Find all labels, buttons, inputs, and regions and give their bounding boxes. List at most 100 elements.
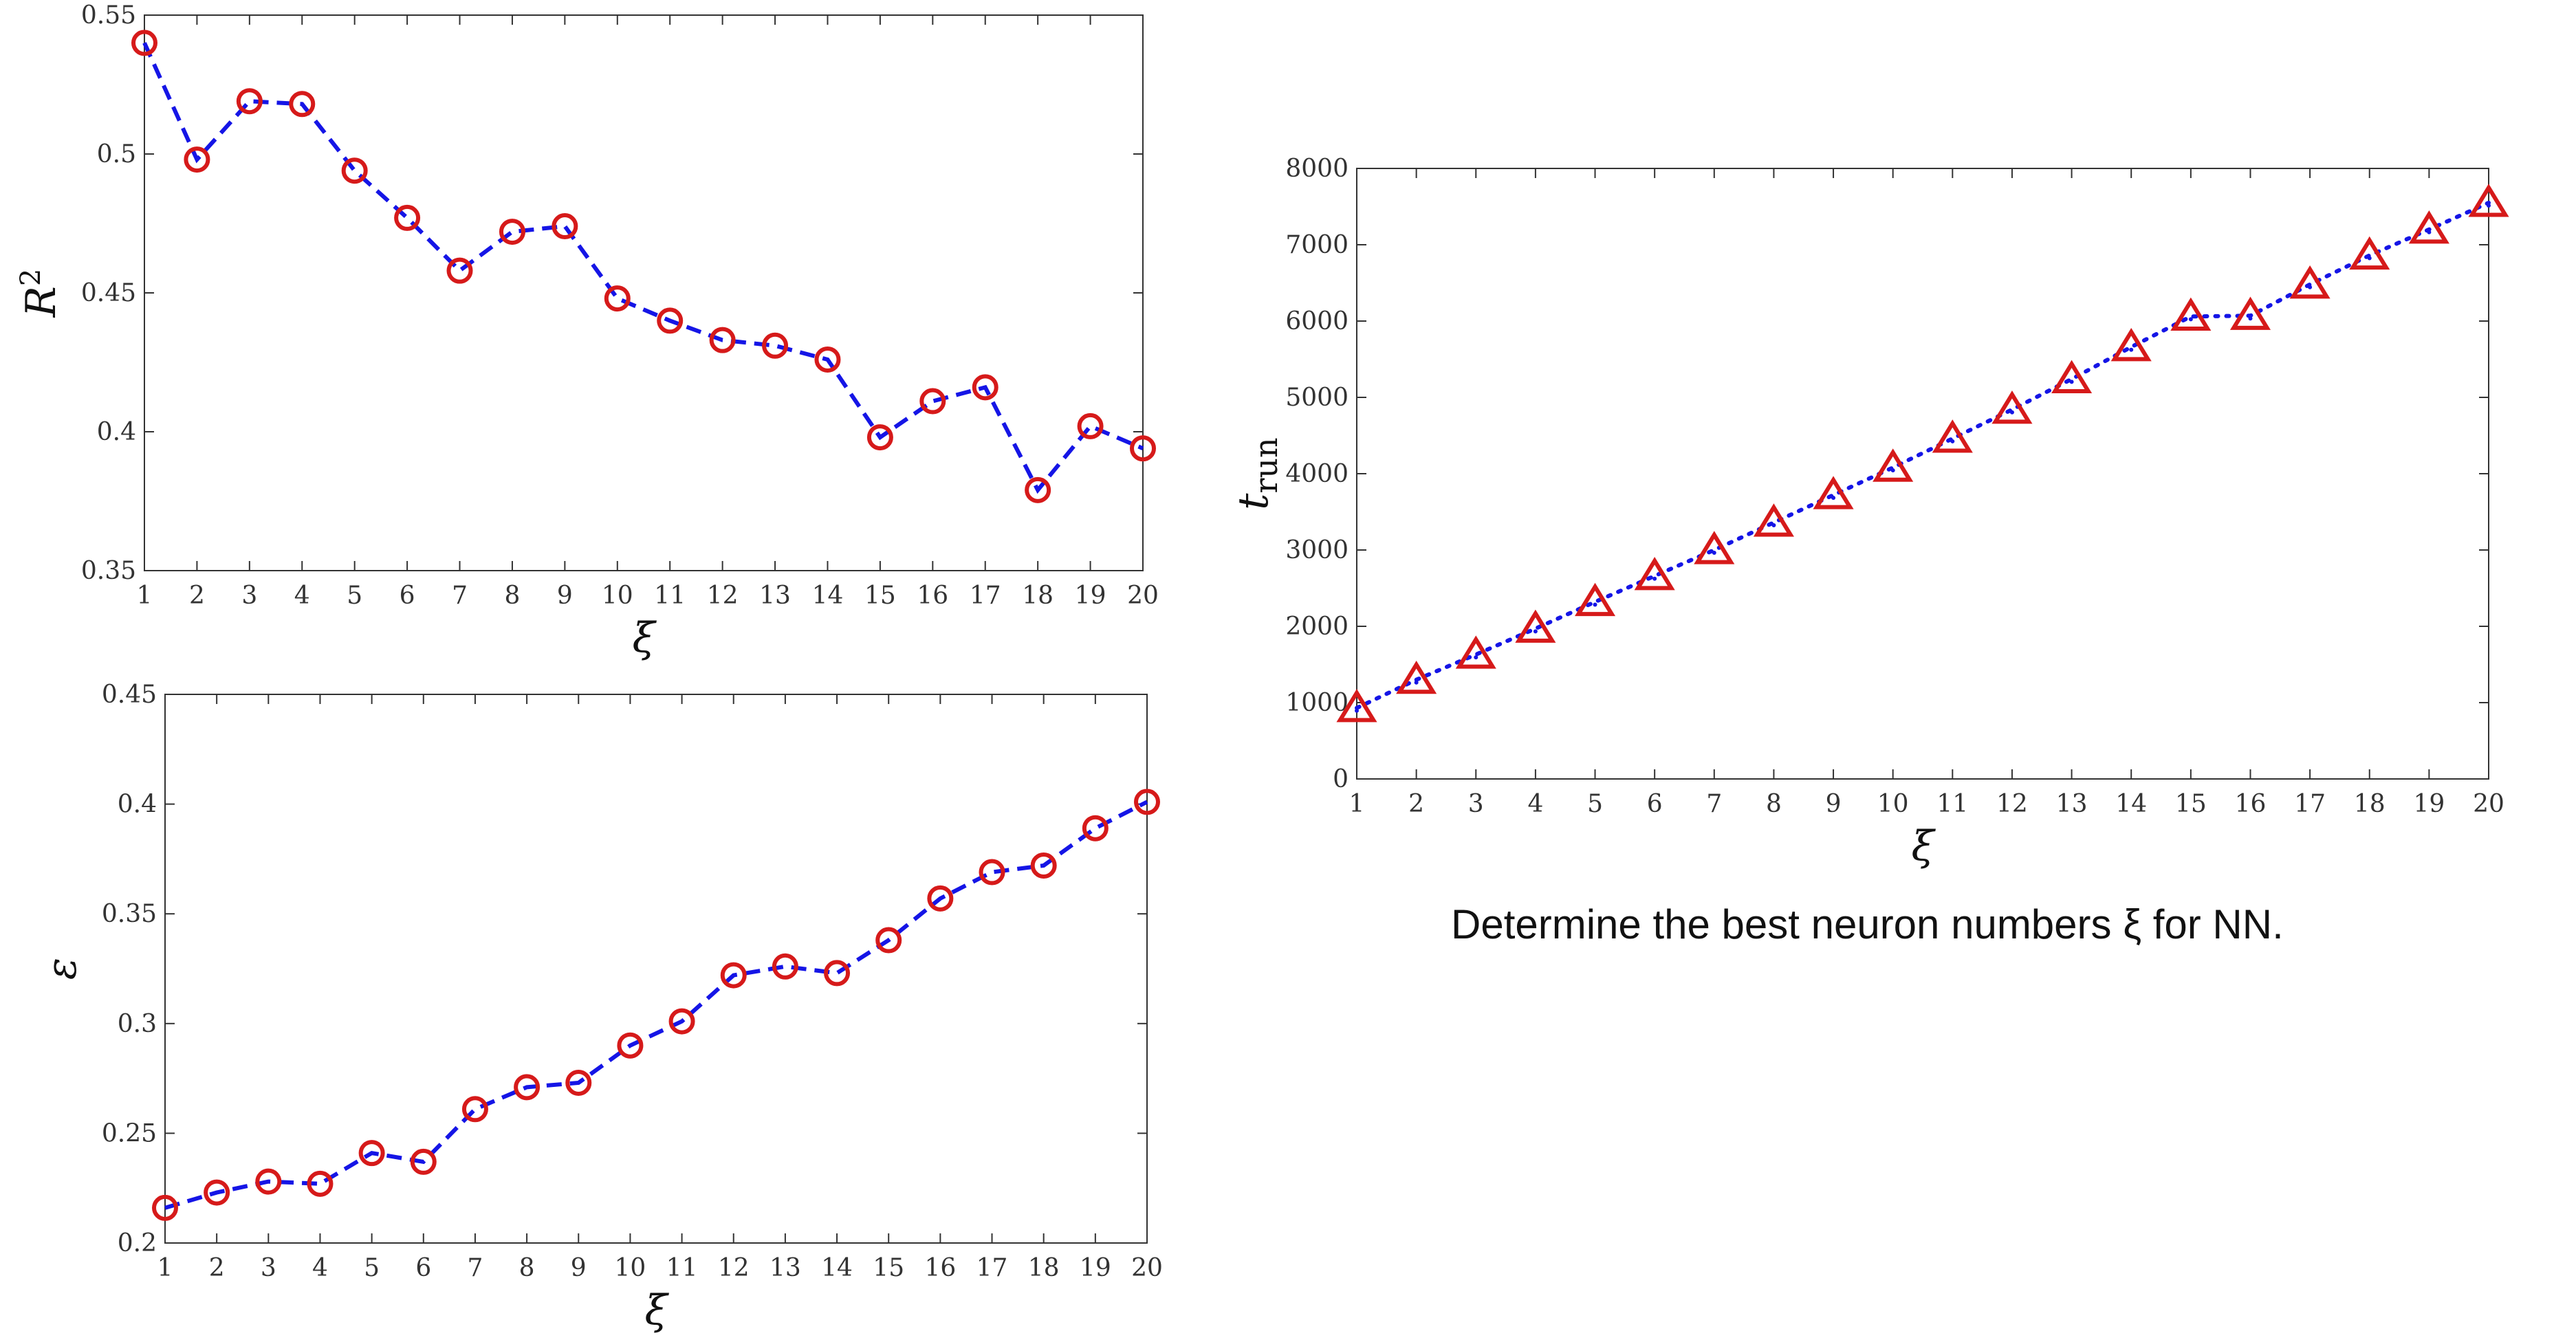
data-point bbox=[1932, 419, 1973, 453]
x-axis-label: ξ bbox=[632, 614, 657, 662]
x-tick-label: 9 bbox=[571, 1254, 587, 1282]
y-tick-label: 0.2 bbox=[118, 1229, 157, 1257]
data-point bbox=[762, 332, 789, 359]
data-point bbox=[204, 1179, 230, 1206]
data-point bbox=[617, 1032, 644, 1059]
data-point bbox=[668, 1008, 695, 1035]
data-point bbox=[2170, 297, 2212, 331]
plot-frame bbox=[164, 694, 1148, 1244]
x-tick-label: 20 bbox=[2473, 790, 2504, 818]
x-tick-label: 17 bbox=[970, 582, 1001, 610]
x-tick-label: 6 bbox=[1647, 790, 1663, 818]
data-point bbox=[2229, 296, 2271, 330]
series-line bbox=[142, 42, 1144, 494]
data-point-center bbox=[1355, 708, 1359, 713]
x-tick-label: 15 bbox=[864, 582, 896, 610]
y-tick-label: 0 bbox=[1333, 765, 1349, 793]
data-point bbox=[514, 1074, 541, 1101]
data-point bbox=[255, 1168, 282, 1195]
x-tick-label: 14 bbox=[2115, 790, 2147, 818]
x-tick-label: 15 bbox=[873, 1254, 904, 1282]
x-axis-label: ξ bbox=[644, 1286, 669, 1334]
data-point bbox=[657, 307, 684, 334]
data-point bbox=[446, 257, 473, 284]
data-point-center bbox=[2427, 230, 2432, 234]
x-tick-label: 14 bbox=[821, 1254, 853, 1282]
y-tick-label: 0.35 bbox=[81, 557, 136, 585]
data-point bbox=[410, 1148, 437, 1175]
data-point bbox=[866, 424, 893, 451]
x-tick-label: 2 bbox=[189, 582, 205, 610]
data-point bbox=[709, 327, 736, 353]
x-tick-label: 20 bbox=[1131, 1254, 1163, 1282]
data-point-center bbox=[2248, 316, 2253, 321]
data-point bbox=[1025, 476, 1051, 503]
r2-chart: 1 2 3 4 5 6 7 8 9 10 11 12 13 14 15 16 17 18 19 200.350.40.… bbox=[15, 1, 1159, 662]
y-tick-label: 2000 bbox=[1285, 613, 1349, 641]
y-tick-label: 7000 bbox=[1285, 231, 1349, 259]
x-tick-label: 5 bbox=[1587, 790, 1603, 818]
x-tick-label: 5 bbox=[364, 1254, 380, 1282]
data-point bbox=[979, 859, 1005, 886]
data-point bbox=[1396, 660, 1437, 694]
data-point bbox=[927, 885, 954, 912]
data-point-center bbox=[1771, 523, 1776, 528]
data-point bbox=[1455, 635, 1496, 669]
x-tick-label: 7 bbox=[1706, 790, 1722, 818]
x-tick-label: 13 bbox=[769, 1254, 801, 1282]
data-point-center bbox=[2069, 380, 2074, 384]
data-point bbox=[1130, 435, 1156, 462]
data-point bbox=[1873, 448, 1914, 482]
data-point bbox=[772, 953, 798, 980]
x-tick-label: 5 bbox=[347, 582, 362, 610]
data-point-center bbox=[2367, 256, 2372, 261]
y-tick-label: 0.45 bbox=[81, 279, 136, 307]
x-tick-label: 13 bbox=[2056, 790, 2088, 818]
data-point-center bbox=[1533, 629, 1538, 634]
x-tick-label: 4 bbox=[312, 1254, 328, 1282]
y-tick-label: 3000 bbox=[1285, 536, 1349, 564]
data-point bbox=[720, 962, 747, 989]
data-point bbox=[565, 1069, 592, 1096]
x-tick-label: 19 bbox=[2413, 790, 2445, 818]
x-tick-label: 8 bbox=[504, 582, 520, 610]
x-tick-label: 13 bbox=[759, 582, 791, 610]
y-tick-label: 0.5 bbox=[97, 140, 136, 168]
x-tick-label: 3 bbox=[1468, 790, 1484, 818]
data-point bbox=[1077, 412, 1104, 439]
x-tick-label: 17 bbox=[2294, 790, 2326, 818]
x-tick-label: 2 bbox=[209, 1254, 225, 1282]
data-point bbox=[131, 30, 157, 56]
x-tick-label: 14 bbox=[812, 582, 844, 610]
y-tick-label: 5000 bbox=[1285, 384, 1349, 412]
x-tick-label: 10 bbox=[1877, 790, 1909, 818]
data-point bbox=[2051, 360, 2093, 393]
data-point-center bbox=[1831, 496, 1836, 500]
data-point bbox=[358, 1140, 385, 1167]
data-point bbox=[1634, 556, 1675, 591]
data-point bbox=[1813, 476, 1854, 509]
data-point-center bbox=[2308, 285, 2313, 289]
y-tick-label: 4000 bbox=[1285, 460, 1349, 488]
plot-frame bbox=[1356, 168, 2489, 780]
x-tick-label: 7 bbox=[467, 1254, 483, 1282]
data-point bbox=[2468, 184, 2509, 217]
data-point-center bbox=[2009, 410, 2014, 415]
data-point-center bbox=[2487, 203, 2491, 208]
data-point-center bbox=[1414, 680, 1419, 685]
data-point bbox=[814, 346, 841, 373]
x-tick-label: 12 bbox=[718, 1254, 750, 1282]
epsilon-chart: 1 2 3 4 5 6 7 8 9 10 11 12 13 14 15 16 17 18 19 200.20.250.… bbox=[38, 681, 1163, 1334]
x-tick-label: 12 bbox=[1996, 790, 2028, 818]
x-tick-label: 19 bbox=[1075, 582, 1106, 610]
y-tick-label: 0.35 bbox=[102, 900, 157, 928]
y-tick-label: 0.45 bbox=[102, 681, 157, 709]
data-point-center bbox=[1712, 551, 1716, 555]
data-point-center bbox=[2188, 317, 2193, 322]
x-tick-label: 1 bbox=[157, 1254, 173, 1282]
data-point bbox=[461, 1096, 488, 1123]
x-axis-label: ξ bbox=[1911, 822, 1936, 870]
x-tick-label: 11 bbox=[654, 582, 686, 610]
series-line bbox=[1355, 200, 2491, 710]
